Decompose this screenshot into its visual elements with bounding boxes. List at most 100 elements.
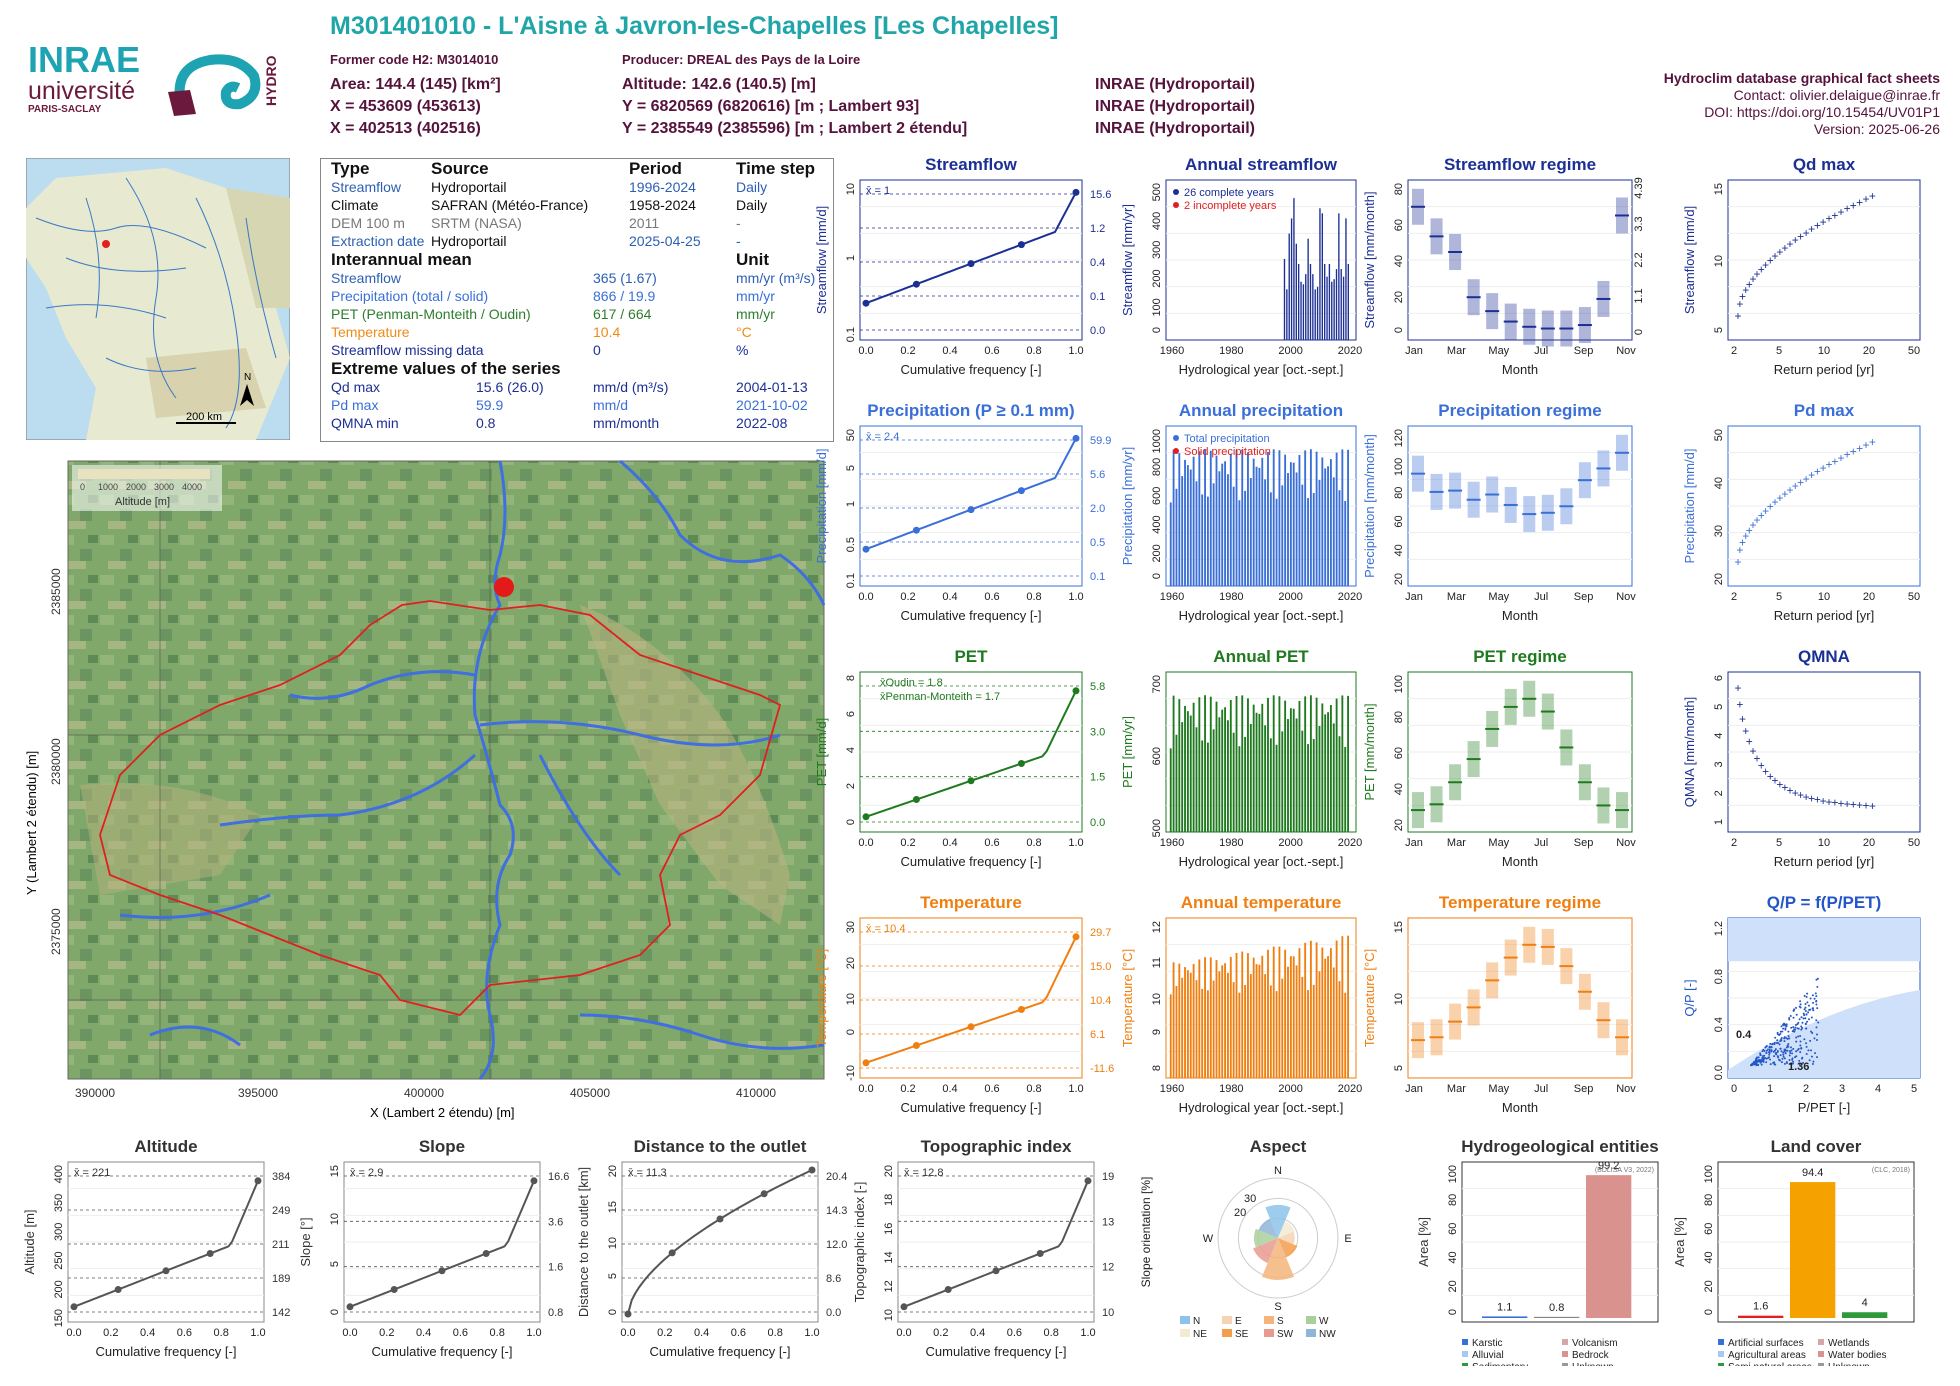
annual-bar: [1249, 478, 1252, 586]
doi-link[interactable]: DOI: https://doi.org/10.15454/UV01P1: [1704, 104, 1940, 120]
qp-point: [1800, 1028, 1803, 1031]
x-tick-label: Sep: [1574, 345, 1594, 357]
y-tick-label: 350: [53, 1194, 65, 1212]
scatter-point: +: [1776, 245, 1783, 259]
mean-value: 10.4: [593, 324, 621, 340]
annual-bar: [1338, 736, 1341, 832]
y-tick-label: 6: [845, 711, 857, 717]
qp-point: [1804, 1010, 1807, 1013]
annual-bar: [1235, 449, 1238, 586]
legend-entry: Agricultural areas: [1728, 1350, 1806, 1361]
annual-bar: [1338, 981, 1341, 1078]
qmna-chart: QMNA Return period [yr] QMNA [mm/month] 2 5 1…: [1682, 647, 1921, 869]
x-tick-label: 0.4: [942, 1083, 957, 1095]
scatter-point: +: [1844, 202, 1851, 216]
qp-point: [1758, 1059, 1761, 1062]
qp-point: [1762, 1060, 1765, 1063]
annual-bar: [1318, 725, 1321, 832]
quantile-label: 249: [272, 1205, 290, 1217]
legend-entry: x̄Penman-Monteith = 1.7: [880, 691, 1000, 703]
regime-box: [1616, 434, 1628, 471]
scatter-point: +: [1820, 461, 1827, 475]
qp-point: [1815, 995, 1818, 998]
annual-bar: [1329, 459, 1332, 586]
qp-point: [1793, 1028, 1796, 1031]
y-tick-label: 1000: [1151, 429, 1163, 453]
x-tick-label: Nov: [1616, 837, 1636, 849]
qp-point: [1767, 1048, 1770, 1051]
scatter-point: +: [1850, 798, 1857, 812]
annual-bar: [1327, 712, 1329, 832]
annual-bar: [1335, 940, 1338, 1078]
scatter-point: +: [1856, 195, 1863, 209]
qp-point: [1810, 1030, 1813, 1033]
annual-bar: [1198, 959, 1201, 1078]
x-tick-label: 0.4: [970, 1327, 985, 1339]
qp-point: [1805, 1045, 1808, 1048]
qp-point: [1789, 1015, 1792, 1018]
annual-bar: [1181, 722, 1184, 832]
legend-entry: S: [1277, 1316, 1284, 1327]
qp-point: [1789, 1063, 1792, 1066]
x-tick-label: 50: [1908, 837, 1920, 849]
qp-point: [1815, 978, 1818, 981]
x-tick-label: 1980: [1219, 837, 1243, 849]
y-tick-label: 40: [1393, 255, 1405, 267]
mean-value: 617 / 664: [593, 306, 652, 322]
quantile-point: [624, 1310, 632, 1318]
qp-point: [1799, 1003, 1802, 1006]
qp-point: [1793, 1008, 1796, 1011]
annual-bar: [1324, 958, 1327, 1078]
y-tick-label: 20: [883, 1165, 895, 1177]
qp-point: [1776, 1033, 1779, 1036]
x-tick-label: Nov: [1616, 345, 1636, 357]
x-tick-label: 5: [1776, 345, 1782, 357]
annual-bar: [1209, 696, 1212, 832]
qp-point: [1809, 1039, 1812, 1042]
annual-bar: [1347, 264, 1349, 340]
qp-point: [1780, 1038, 1783, 1041]
qp-point: [1801, 1056, 1804, 1059]
scatter-point: +: [1803, 790, 1810, 804]
annual-bar: [1302, 284, 1305, 340]
pd_max-frame: [1727, 425, 1921, 587]
qp-point: [1758, 1058, 1761, 1061]
qp-point: [1783, 1062, 1786, 1065]
qp-point: [1805, 1052, 1808, 1055]
legend-swatch: [1306, 1316, 1316, 1324]
quantile-label: 0.0: [1090, 325, 1105, 337]
annual-bar: [1212, 729, 1215, 832]
contact[interactable]: Contact: olivier.delaigue@inrae.fr: [1733, 87, 1940, 103]
annual-bar: [1287, 719, 1289, 832]
quantile-point: [1084, 1177, 1092, 1185]
scatter-point: +: [1767, 769, 1774, 783]
annual-bar: [1332, 477, 1335, 586]
temperature_regime-chart: Temperature regime Month Temperature [°C] J…: [1362, 893, 1636, 1115]
pet_regime-chart: PET regime Month PET [mm/month] Jan Mar May Ju…: [1362, 647, 1636, 869]
quantile-point: [862, 813, 870, 821]
x-tick-label: 2020: [1338, 837, 1362, 849]
x-tick-label: Nov: [1616, 1083, 1636, 1095]
qp-point: [1779, 1030, 1782, 1033]
qp-point: [1763, 1049, 1766, 1052]
temperature-title: Temperature: [920, 893, 1022, 912]
aspect-sector: [1258, 1218, 1278, 1238]
distance-mean-label: x̄ = 11.3: [628, 1167, 667, 1179]
x-tick-label: Jul: [1534, 1083, 1548, 1095]
legend-entry: N: [1193, 1316, 1200, 1327]
source-2: INRAE (Hydroportail): [1095, 98, 1255, 115]
y-tick-label: 40: [1713, 477, 1725, 489]
source-cell: SRTM (NASA): [431, 215, 522, 231]
qp-point: [1756, 1060, 1759, 1063]
qp-point: [1792, 1029, 1795, 1032]
annual-bar: [1344, 992, 1347, 1078]
y-tick-label: 0: [1703, 1309, 1715, 1315]
scatter-point: +: [1746, 735, 1753, 749]
x-tick-label: 0.0: [66, 1327, 81, 1339]
streamflow_regime-ylabel: Streamflow [mm/month]: [1362, 191, 1377, 328]
annual-bar: [1218, 971, 1221, 1078]
right-tick-label: 2.2: [1633, 252, 1645, 267]
annual_temperature-xlabel: Hydrological year [oct.-sept.]: [1179, 1100, 1344, 1115]
y-tick-label: 20: [845, 957, 857, 969]
scatter-point: +: [1808, 468, 1815, 482]
